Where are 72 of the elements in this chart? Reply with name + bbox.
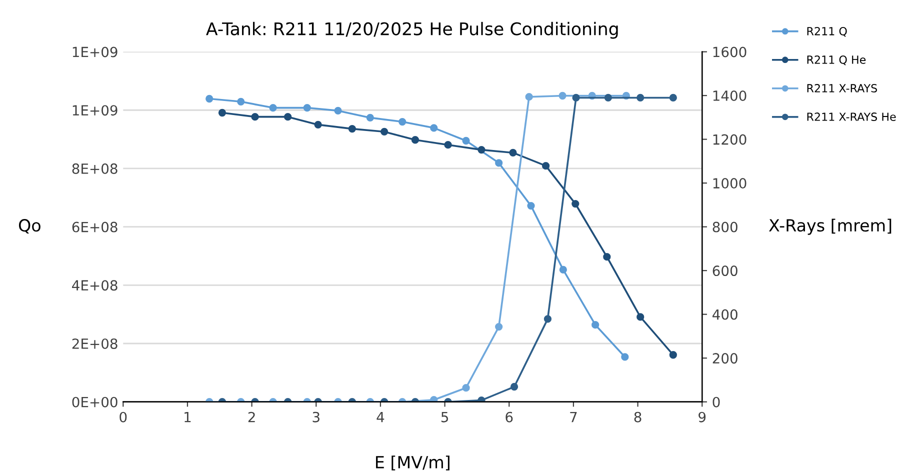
point	[444, 141, 452, 149]
y2-tick-label: 600	[712, 266, 738, 276]
x-tick-label: 6	[506, 412, 513, 422]
y2-tick-label: 1200	[713, 134, 746, 145]
y2-axis-title: X-Rays [mrem]	[768, 218, 892, 235]
point	[495, 159, 503, 167]
y2-tick-label: 1600	[713, 46, 746, 58]
y-tick-label: 8E+08	[72, 163, 118, 174]
point	[478, 146, 486, 154]
y2-tick-label: 800	[712, 222, 738, 232]
point	[525, 93, 533, 101]
x-tick-label: 7	[570, 412, 577, 422]
point	[603, 253, 611, 261]
x-tick-label: 1	[184, 412, 191, 422]
point	[237, 98, 245, 106]
point	[592, 321, 600, 329]
y-axis-title: Qo	[18, 219, 40, 234]
point	[411, 136, 420, 144]
point	[314, 120, 322, 129]
x-tick-label: 2	[248, 412, 255, 422]
point	[572, 200, 580, 208]
point	[462, 136, 470, 145]
point	[527, 202, 535, 210]
point	[669, 94, 677, 102]
point	[366, 114, 374, 122]
y2-tick-label: 200	[712, 353, 738, 364]
point	[303, 104, 311, 112]
point	[604, 94, 612, 102]
point	[430, 124, 438, 132]
point	[559, 266, 567, 274]
point	[206, 94, 214, 103]
point	[558, 92, 566, 100]
point	[269, 104, 277, 112]
point	[334, 106, 342, 115]
y2-tick-label: 0	[712, 396, 720, 408]
point	[621, 353, 629, 361]
y-tick-label: 4E+08	[72, 280, 118, 291]
point	[348, 124, 356, 133]
y-tick-label: 6E+08	[72, 222, 118, 232]
y-tick-label: 1E+09	[72, 105, 118, 116]
point	[284, 113, 292, 121]
legend-label: R211 X-RAYS He	[807, 112, 896, 121]
point	[544, 315, 552, 323]
x-tick-label: 9	[698, 412, 706, 422]
y-tick-label: 1E+09	[72, 46, 118, 58]
legend-label: R211 Q	[807, 26, 847, 37]
legend-label: R211 Q He	[807, 55, 866, 66]
point	[218, 108, 226, 117]
x-tick-label: 8	[634, 412, 642, 422]
point	[380, 128, 388, 136]
x-tick-label: 0	[120, 412, 127, 422]
point	[636, 94, 644, 102]
point	[398, 118, 406, 126]
x-tick-label: 5	[441, 412, 448, 422]
point	[495, 322, 503, 331]
y2-tick-label: 1400	[713, 90, 746, 102]
point	[251, 113, 259, 121]
point	[636, 313, 644, 321]
x-axis-title: E [MV/m]	[376, 456, 450, 470]
y-tick-label: 0E+00	[72, 396, 118, 408]
point	[509, 148, 517, 157]
y2-tick-label: 1000	[713, 178, 746, 189]
x-tick-label: 3	[312, 412, 320, 422]
y-tick-label: 2E+08	[72, 338, 118, 349]
point	[430, 396, 438, 402]
x-tick-label: 4	[376, 412, 384, 422]
chart-title: A-Tank: R211 11/20/2025 He Pulse Conditioning	[206, 22, 618, 39]
legend-label: R211 X-RAYS	[807, 84, 878, 92]
point	[542, 162, 550, 170]
y2-tick-label: 400	[712, 309, 738, 320]
point	[572, 94, 580, 102]
point	[669, 351, 677, 359]
